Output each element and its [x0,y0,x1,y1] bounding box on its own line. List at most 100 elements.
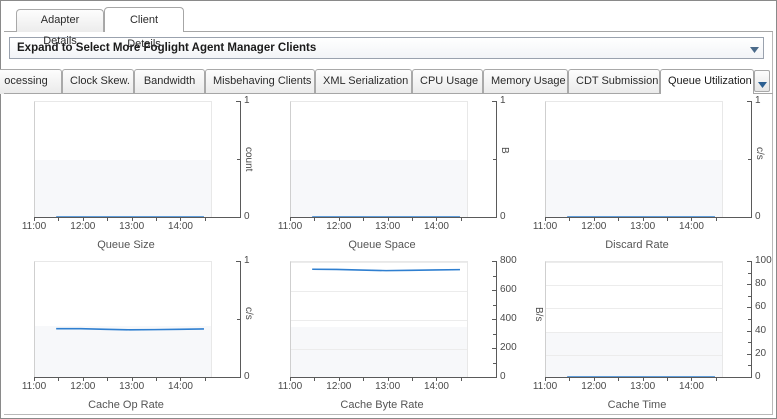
chart-queue-size[interactable]: 11:00 12:00 13:00 14:00 0 1 count Queue Size [12,94,262,254]
x-tick [156,377,158,381]
x-axis [290,377,496,378]
x-tick-label: 14:00 [167,221,193,232]
x-tick [107,217,109,221]
threshold-band [291,160,467,217]
y-tick-label: 80 [755,278,767,290]
y-tick-label: 0 [755,211,761,222]
x-tick [82,217,84,221]
plot-area [545,261,723,377]
x-tick [204,217,206,221]
metric-tab-cdt-submission[interactable]: CDT Submission [568,69,660,94]
x-tick [545,217,546,221]
x-tick [412,217,414,221]
y-tick-label: 400 [500,313,517,324]
y-tick [747,330,751,332]
x-axis [290,217,496,218]
x-tick [387,377,389,381]
y-tick-label: 200 [500,342,517,353]
plot-area [545,101,723,217]
top-tab-client-details[interactable]: Client Details [104,7,184,50]
x-tick [618,377,620,381]
data-series [56,216,204,217]
y-axis [751,261,752,378]
tab-label: Clock Skew. [70,75,130,87]
tab-label: Queue Utilization [668,75,752,87]
x-tick [691,377,693,381]
top-tab-bar: Adapter Details Client Details [4,4,773,50]
metric-tab-queue-utilization[interactable]: Queue Utilization [660,69,754,94]
y-tick-label: 0 [500,371,506,382]
x-tick-label: 13:00 [630,221,656,232]
threshold-band [546,331,722,377]
tab-label: CDT Submission [576,75,659,87]
x-tick [667,377,669,381]
client-selector-label: Expand to Select More Foglight Agent Man… [17,42,317,54]
x-tick [34,217,35,221]
top-tab-adapter-details[interactable]: Adapter Details [16,9,104,47]
data-series [567,216,715,217]
y-tick-minor [748,159,751,160]
metric-tab-bandwidth[interactable]: Bandwidth [134,69,205,94]
x-tick [314,217,316,221]
metric-tab-memory-usage[interactable]: Memory Usage [483,69,568,94]
metric-tab-xml-serialization[interactable]: XML Serialization [315,69,412,94]
x-tick [338,377,340,381]
plot-area [290,261,468,377]
x-axis [34,377,240,378]
x-tick-label: 11:00 [532,381,558,392]
metric-tab-cpu-usage[interactable]: CPU Usage [412,69,483,94]
y-tick [236,261,240,262]
y-tick-minor [237,159,240,160]
chevron-down-icon [758,79,767,88]
x-tick [180,377,182,381]
x-tick [204,377,206,381]
y-tick-label: 1 [500,95,506,106]
gridline [546,354,722,356]
metric-tab-ocessing[interactable]: ocessing [0,69,62,94]
chart-cache-op-rate[interactable]: 11:00 12:00 13:00 14:00 0 1 c/s Cache Op Rate [12,254,262,414]
y-tick-label: 800 [500,255,517,266]
x-tick [180,217,182,221]
y-tick-minor [493,159,496,160]
x-tick-label: 14:00 [678,381,704,392]
x-tick-label: 14:00 [423,221,449,232]
x-axis [545,377,751,378]
y-axis [496,261,497,378]
y-tick [492,261,496,262]
x-axis [34,217,240,218]
chart-title: Discard Rate [605,239,669,251]
y-tick-label: 20 [755,347,767,359]
chart-cache-byte-rate[interactable]: 11:00 12:00 13:00 14:00 0 200 400 600 800 B/s Cach… [268,254,544,414]
y-tick [492,290,496,291]
y-tick [747,307,751,309]
data-series [312,268,460,272]
gridline [291,291,467,292]
tab-label: Client Details [127,14,161,50]
y-axis [240,101,241,218]
y-tick-label: 600 [500,284,517,295]
y-tick [747,101,751,102]
y-axis-unit-label: B [499,147,510,154]
tab-overflow-button[interactable] [754,70,770,92]
y-axis-unit-label: c/s [243,307,254,320]
client-selector-combobox[interactable]: Expand to Select More Foglight Agent Man… [9,37,764,59]
chart-discard-rate[interactable]: 11:00 12:00 13:00 14:00 0 1 c/s Discard Rate [523,94,773,254]
x-tick [363,377,365,381]
y-axis-unit-label: count [243,147,254,172]
x-tick [436,377,438,381]
x-tick [156,217,158,221]
chart-queue-space[interactable]: 11:00 12:00 13:00 14:00 0 1 B Queue Space [268,94,518,254]
y-tick [492,377,496,378]
metric-tab-misbehaving-clients[interactable]: Misbehaving Clients [205,69,315,94]
x-tick-label: 13:00 [119,221,145,232]
x-tick-label: 12:00 [581,221,607,232]
x-tick [642,377,644,381]
data-series [567,376,715,377]
y-tick [747,284,751,286]
plot-area [290,101,468,217]
x-tick [290,377,291,381]
chevron-down-icon[interactable] [750,44,759,53]
gridline [546,262,722,263]
metric-tab-clock-skew-[interactable]: Clock Skew. [62,69,134,94]
